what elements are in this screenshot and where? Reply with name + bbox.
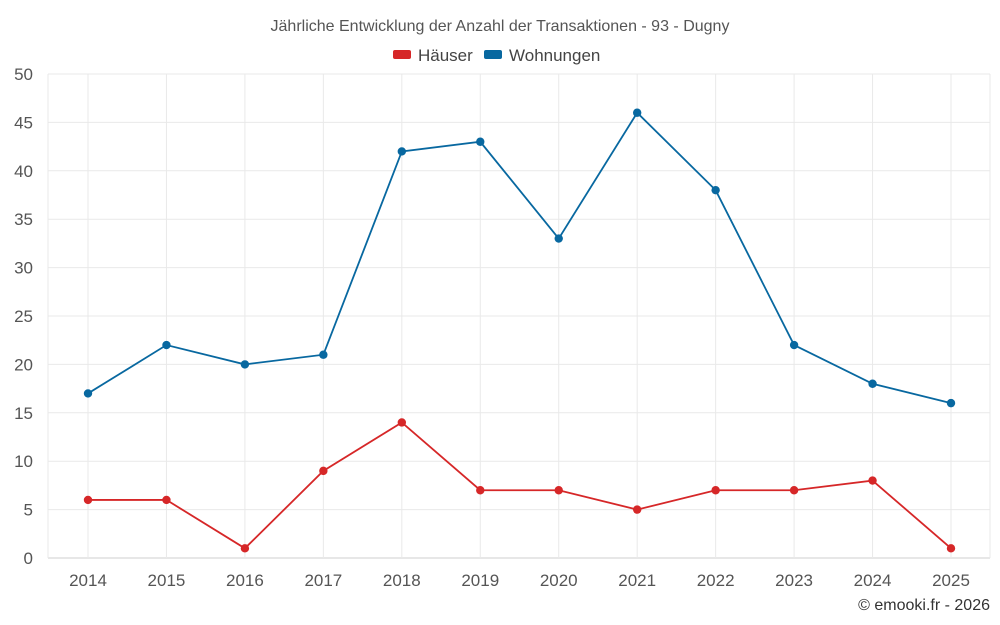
data-point-haeuser[interactable] [319, 466, 328, 476]
data-point-haeuser[interactable] [711, 486, 720, 495]
x-tick-label: 2017 [304, 571, 342, 590]
x-tick-label: 2025 [932, 571, 970, 590]
data-point-wohnungen[interactable] [946, 398, 956, 408]
x-tick-label: 2024 [854, 571, 892, 590]
legend-label-haeuser[interactable]: Häuser [418, 46, 473, 65]
data-point-haeuser[interactable] [554, 486, 563, 495]
x-tick-label: 2021 [618, 571, 656, 590]
y-tick-label: 10 [14, 452, 33, 471]
legend-label-wohnungen[interactable]: Wohnungen [509, 46, 600, 65]
data-point-haeuser[interactable] [946, 544, 956, 553]
series-line-wohnungen [87, 111, 952, 404]
y-tick-label: 40 [14, 162, 33, 181]
y-tick-label: 30 [14, 259, 33, 278]
y-tick-label: 15 [14, 404, 33, 423]
y-axis: 0 5 10 15 20 25 30 35 40 45 50 [14, 65, 33, 568]
data-point-haeuser[interactable] [83, 495, 93, 505]
series-group [83, 108, 956, 553]
x-tick-label: 2023 [775, 571, 813, 590]
grid [47, 73, 991, 559]
data-point-wohnungen[interactable] [711, 185, 720, 195]
y-tick-label: 5 [24, 501, 33, 520]
data-point-wohnungen[interactable] [789, 340, 799, 350]
chart-title: Jährliche Entwicklung der Anzahl der Tra… [271, 18, 730, 35]
data-point-haeuser[interactable] [476, 486, 485, 495]
x-axis: 2014 2015 2016 2017 2018 2019 2020 2021 2022 2023… [69, 571, 970, 590]
data-point-wohnungen[interactable] [397, 147, 407, 156]
data-point-haeuser[interactable] [240, 544, 250, 553]
data-point-wohnungen[interactable] [319, 350, 328, 359]
data-point-haeuser[interactable] [632, 505, 642, 514]
x-tick-label: 2015 [148, 571, 186, 590]
data-point-wohnungen[interactable] [162, 340, 171, 350]
data-point-wohnungen[interactable] [554, 234, 563, 243]
y-tick-label: 45 [14, 113, 33, 132]
data-point-wohnungen[interactable] [868, 379, 877, 388]
x-tick-label: 2014 [69, 571, 107, 590]
data-point-wohnungen[interactable] [476, 137, 485, 146]
data-point-wohnungen[interactable] [632, 108, 642, 117]
data-point-wohnungen[interactable] [83, 389, 93, 398]
y-tick-label: 50 [14, 65, 33, 84]
data-point-haeuser[interactable] [789, 486, 799, 495]
x-tick-label: 2020 [540, 571, 578, 590]
x-tick-label: 2016 [226, 571, 264, 590]
data-point-haeuser[interactable] [397, 418, 407, 427]
credit-text: © emooki.fr - 2026 [858, 597, 990, 614]
x-tick-label: 2019 [461, 571, 499, 590]
x-tick-label: 2022 [697, 571, 735, 590]
legend-swatch-wohnungen [484, 50, 502, 59]
y-tick-label: 35 [14, 210, 33, 229]
data-point-haeuser[interactable] [868, 476, 877, 485]
legend: Häuser Wohnungen [393, 46, 600, 65]
legend-swatch-haeuser [393, 50, 411, 59]
data-point-haeuser[interactable] [162, 495, 171, 505]
y-tick-label: 20 [14, 355, 33, 374]
series-line-haeuser [88, 421, 952, 550]
x-tick-label: 2018 [383, 571, 421, 590]
y-tick-label: 25 [14, 307, 33, 326]
data-point-wohnungen[interactable] [240, 360, 250, 369]
y-tick-label: 0 [24, 549, 33, 568]
